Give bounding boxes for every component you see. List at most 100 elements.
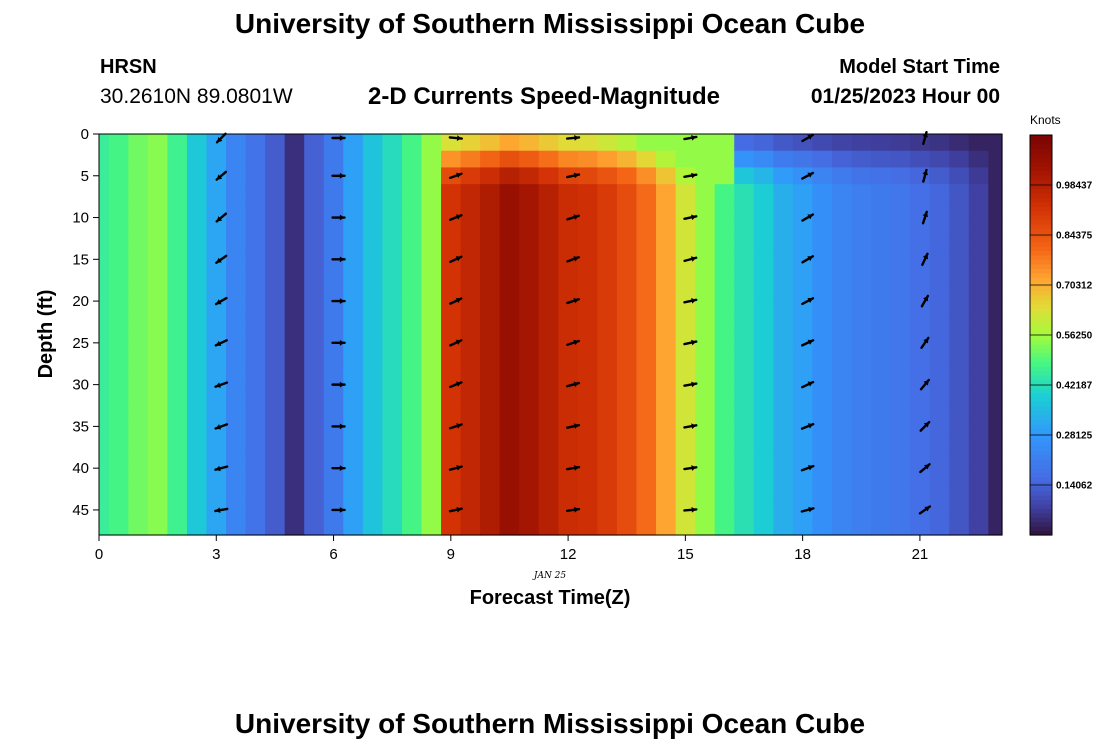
colorbar-segment — [1030, 383, 1052, 389]
heatmap-cell — [753, 301, 774, 319]
colorbar-title: Knots — [1030, 113, 1061, 127]
heatmap-cell — [128, 384, 149, 402]
heatmap-cell — [480, 184, 501, 202]
heatmap-cell — [597, 501, 618, 519]
heatmap-cell — [128, 468, 149, 486]
heatmap-cell — [890, 234, 911, 252]
colorbar-tick-label: 0.14062 — [1056, 481, 1093, 492]
heatmap-cell — [362, 418, 384, 436]
y-tick-label: 45 — [72, 502, 89, 519]
heatmap-cell — [265, 484, 286, 503]
heatmap-cell — [226, 184, 247, 202]
heatmap-cell — [714, 434, 735, 453]
heatmap-cell — [186, 134, 208, 152]
heatmap-cell — [929, 351, 950, 369]
heatmap-cell — [812, 418, 833, 436]
colorbar-segment — [1030, 375, 1052, 381]
heatmap-cell — [890, 200, 911, 219]
heatmap-cell — [714, 217, 735, 235]
heatmap-cell — [186, 418, 208, 436]
heatmap-cell — [851, 484, 872, 503]
heatmap-cell — [460, 301, 481, 319]
heatmap-cell — [675, 301, 696, 319]
heatmap-cell — [226, 367, 247, 386]
heatmap-cell — [890, 334, 911, 352]
heatmap-cell — [968, 418, 989, 436]
heatmap-cell — [675, 451, 696, 469]
heatmap-cell — [910, 217, 931, 235]
current-arrow — [215, 254, 228, 264]
heatmap-cell — [401, 451, 423, 469]
y-tick-label: 25 — [72, 335, 89, 352]
heatmap-cell — [675, 434, 696, 453]
heatmap-cell — [597, 317, 618, 336]
heatmap-cell — [890, 250, 911, 269]
heatmap-cell — [186, 284, 208, 302]
heatmap-cell — [988, 284, 1003, 302]
colorbar-segment — [1030, 481, 1052, 487]
heatmap-cell — [890, 301, 911, 319]
heatmap-cell — [226, 401, 247, 419]
heatmap-cell — [226, 200, 247, 219]
heatmap-cell — [597, 351, 618, 369]
heatmap-cell — [890, 351, 911, 369]
heatmap-cell — [362, 501, 384, 519]
heatmap-cell — [597, 167, 618, 185]
heatmap-cell — [812, 351, 833, 369]
heatmap-cell — [421, 267, 442, 285]
heatmap-cell — [851, 334, 872, 352]
colorbar-segment — [1030, 348, 1052, 354]
heatmap-cell — [401, 234, 423, 252]
heatmap-cell — [460, 167, 481, 185]
heatmap-cell — [714, 150, 735, 169]
heatmap-cell — [753, 418, 774, 436]
heatmap-cell — [186, 434, 208, 453]
heatmap-cell — [656, 451, 677, 469]
heatmap-cell — [538, 518, 559, 536]
heatmap-cell — [968, 434, 989, 453]
heatmap-cell — [519, 351, 540, 369]
heatmap-cell — [910, 317, 931, 336]
heatmap-cell — [226, 167, 247, 185]
heatmap-cell — [792, 334, 814, 352]
heatmap-cell — [265, 150, 286, 169]
heatmap-cell — [128, 234, 149, 252]
heatmap-cell — [226, 267, 247, 285]
heatmap-cell — [714, 418, 735, 436]
current-arrow — [331, 339, 346, 346]
heatmap-cell — [226, 418, 247, 436]
heatmap-cell — [441, 184, 462, 202]
heatmap-cell — [871, 451, 892, 469]
heatmap-cell — [499, 167, 520, 185]
heatmap-cell — [890, 267, 911, 285]
heatmap-cell — [538, 234, 559, 252]
colorbar-segment — [1030, 339, 1052, 345]
heatmap-cell — [577, 501, 599, 519]
heatmap-cell — [186, 317, 208, 336]
heatmap-cell — [890, 501, 911, 519]
heatmap-cell — [99, 384, 110, 402]
heatmap-cell — [401, 418, 423, 436]
heatmap-cell — [851, 267, 872, 285]
heatmap-cell — [304, 200, 325, 219]
heatmap-cell — [636, 334, 657, 352]
colorbar-segment — [1030, 428, 1052, 434]
current-arrow — [918, 505, 932, 515]
heatmap-cell — [186, 267, 208, 285]
heatmap-cell — [480, 334, 501, 352]
heatmap-cell — [108, 150, 129, 169]
heatmap-cell — [812, 501, 833, 519]
current-arrow — [331, 172, 346, 179]
heatmap-cell — [499, 401, 520, 419]
heatmap-cell — [988, 267, 1003, 285]
heatmap-cell — [460, 484, 481, 503]
heatmap-cell — [206, 167, 227, 185]
heatmap-cell — [734, 468, 755, 486]
colorbar-segment — [1030, 286, 1052, 292]
current-arrow — [565, 506, 581, 513]
heatmap-cell — [949, 401, 970, 419]
heatmap-cell — [831, 301, 853, 319]
heatmap-cell — [753, 234, 774, 252]
heatmap-cell — [265, 134, 286, 152]
heatmap-cell — [499, 518, 520, 536]
